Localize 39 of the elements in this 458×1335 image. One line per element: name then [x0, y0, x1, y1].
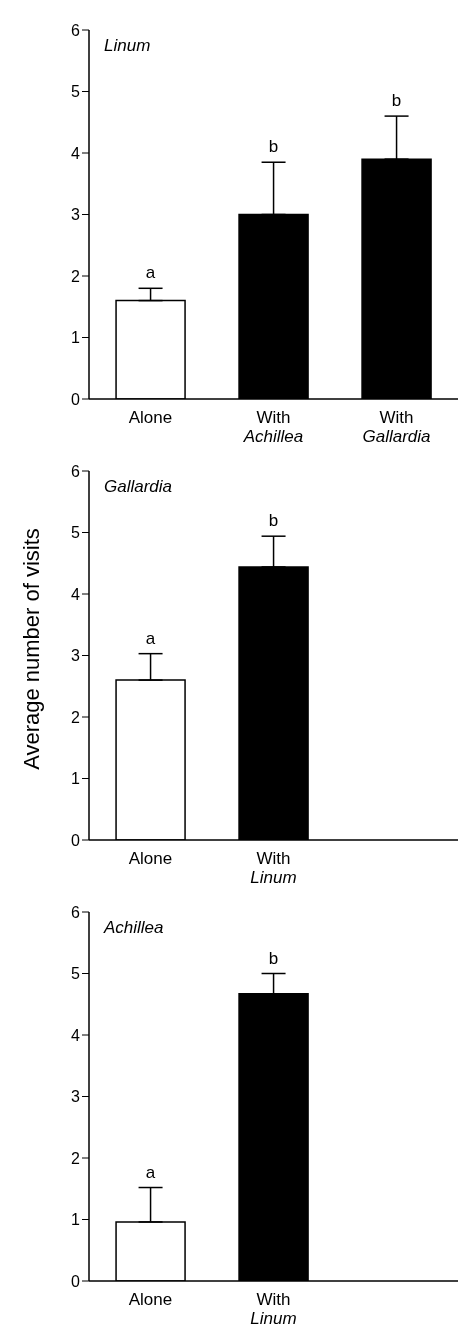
- x-tick-label: With Linum: [250, 849, 297, 887]
- y-tick-label: 4: [71, 585, 81, 603]
- y-tick-label: 5: [71, 83, 81, 101]
- y-tick-label: 3: [71, 1088, 81, 1106]
- y-tick-label: 3: [71, 647, 81, 665]
- y-tick-label: 0: [71, 390, 81, 408]
- chart-title: Gallardia: [104, 477, 173, 497]
- y-tick-label: 6: [71, 21, 81, 39]
- annotation: b: [391, 91, 402, 111]
- y-tick-label: 6: [71, 903, 81, 921]
- y-tick-label: 6: [71, 462, 81, 480]
- y-tick-label: 5: [71, 524, 81, 542]
- annotation: b: [268, 137, 279, 157]
- y-tick-label: 2: [71, 1149, 81, 1167]
- annotation: b: [268, 511, 279, 531]
- x-tick-label: With Achillea: [242, 408, 304, 446]
- x-tick-label: With Gallardia: [362, 408, 431, 446]
- annotation: a: [145, 263, 156, 283]
- x-tick-label: Alone: [128, 408, 173, 427]
- chart-title: Linum: [104, 36, 151, 56]
- y-tick-label: 3: [71, 206, 81, 224]
- chart-title: Achillea: [104, 918, 164, 938]
- y-tick-label: 1: [71, 329, 81, 347]
- x-tick-label: Alone: [128, 849, 173, 868]
- y-tick-label: 2: [71, 708, 81, 726]
- annotation: a: [145, 628, 156, 648]
- annotation: a: [145, 1162, 156, 1182]
- x-tick-label: Alone: [128, 1290, 173, 1309]
- y-tick-label: 4: [71, 1026, 81, 1044]
- x-tick-label: With Linum: [250, 1290, 297, 1328]
- annotation: b: [268, 948, 279, 968]
- y-tick-label: 0: [71, 831, 81, 849]
- y-tick-label: 4: [71, 144, 81, 162]
- y-tick-label: 1: [71, 1211, 81, 1229]
- y-tick-label: 0: [71, 1272, 81, 1290]
- y-axis-title: Average number of visits: [19, 528, 45, 770]
- y-tick-label: 5: [71, 965, 81, 983]
- y-tick-label: 1: [71, 770, 81, 788]
- y-tick-label: 2: [71, 267, 81, 285]
